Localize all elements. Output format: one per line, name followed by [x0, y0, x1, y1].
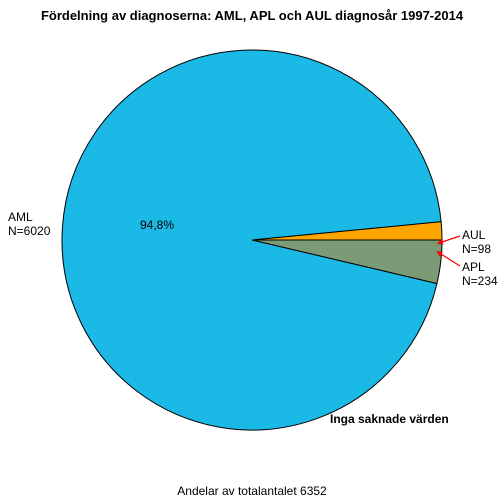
- slice-name: AML: [8, 210, 33, 224]
- slice-label-aul: AUL N=98: [462, 228, 491, 257]
- leader-line-apl: [441, 254, 460, 266]
- slice-n: N=98: [462, 242, 491, 256]
- no-missing-note: Inga saknade värden: [330, 412, 449, 426]
- chart-title: Fördelning av diagnoserna: AML, APL och …: [0, 8, 504, 23]
- leader-line-aul: [442, 236, 460, 242]
- pct-label-aml: 94,8%: [140, 218, 174, 232]
- slice-n: N=234: [462, 274, 498, 288]
- slice-name: AUL: [462, 228, 485, 242]
- slice-name: APL: [462, 260, 485, 274]
- pie-chart: [0, 0, 504, 504]
- chart-footer: Andelar av totalantalet 6352: [0, 484, 504, 498]
- slice-label-aml: AML N=6020: [8, 210, 50, 239]
- slice-n: N=6020: [8, 224, 50, 238]
- slice-label-apl: APL N=234: [462, 260, 498, 289]
